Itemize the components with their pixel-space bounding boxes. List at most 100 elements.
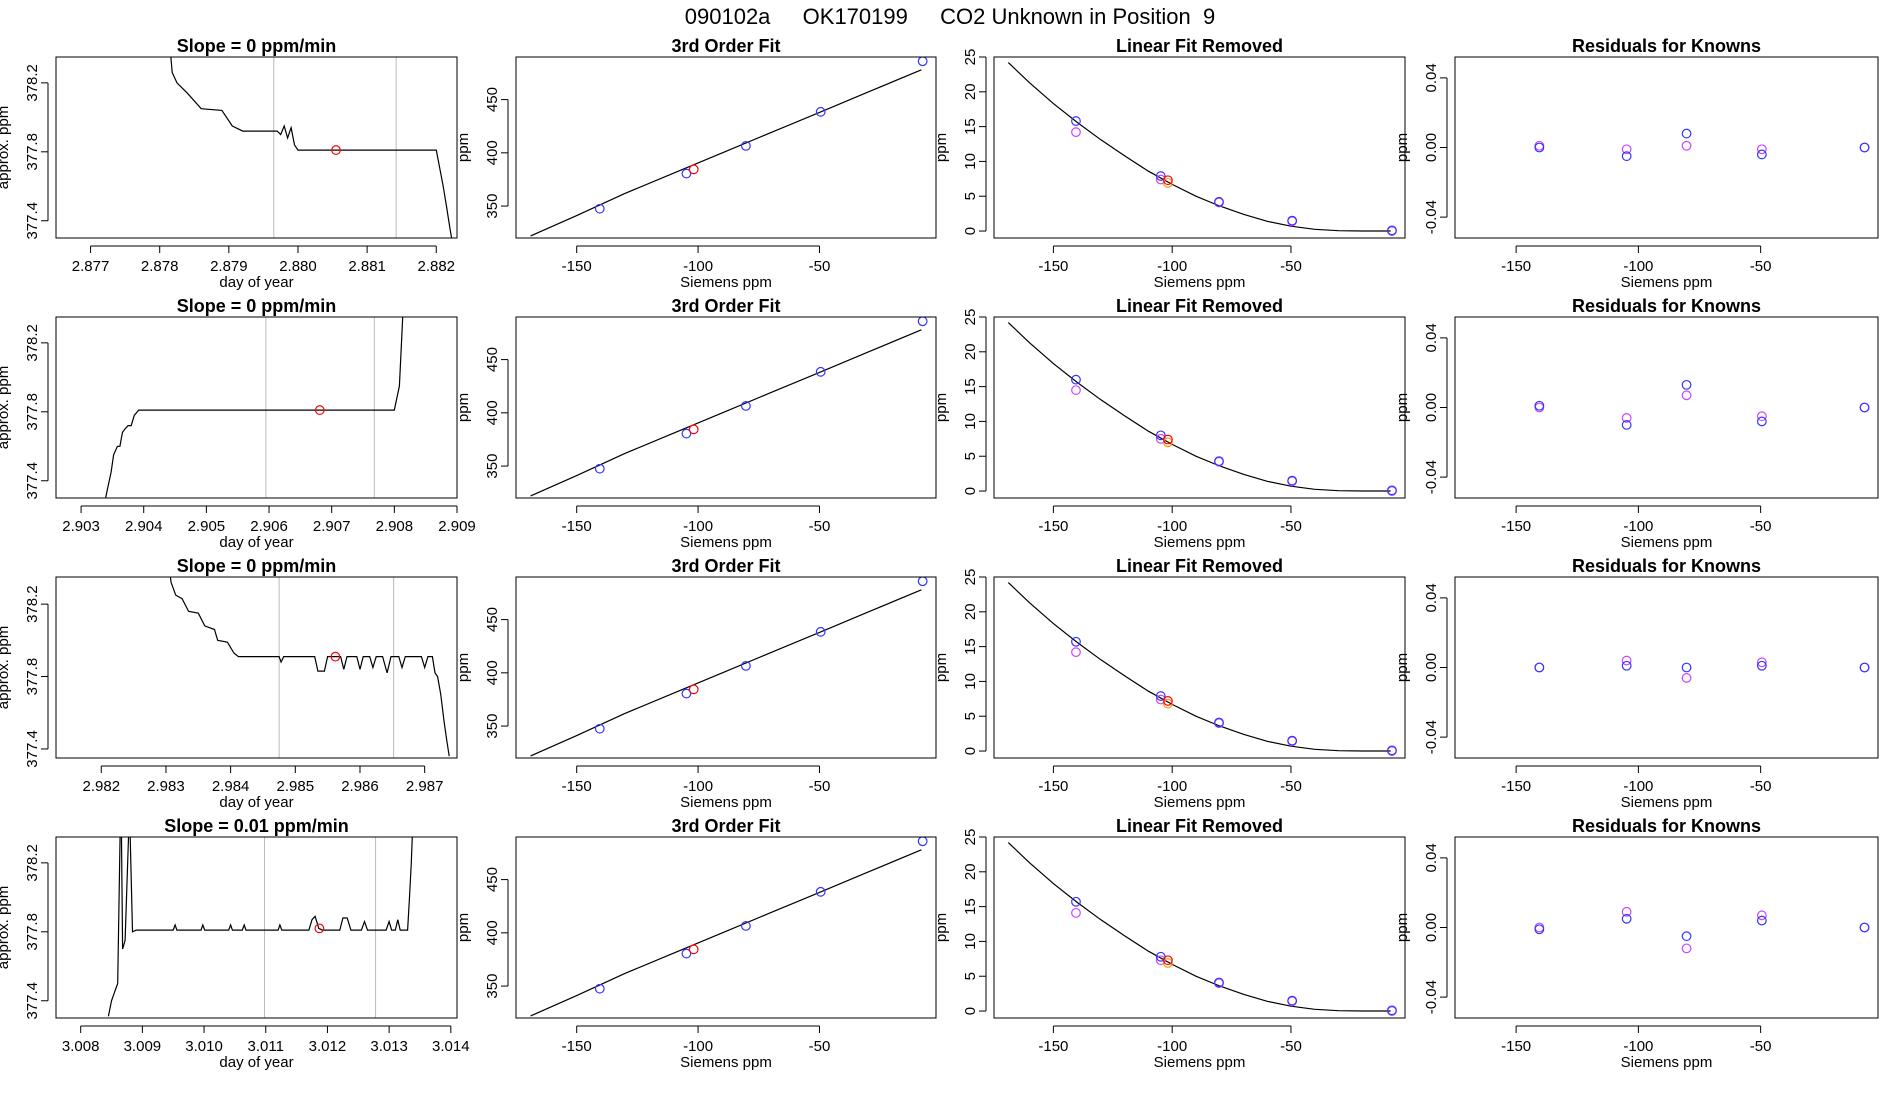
y-axis-label: approx. ppm	[0, 366, 12, 449]
standard-point	[1681, 128, 1692, 139]
panel-slope-row-4: Slope = 0.01 ppm/min 3.008 3.009 3.010 3.011…	[0, 816, 470, 1071]
panel-frame	[1454, 576, 1879, 759]
y-tick-label: -0.04	[1423, 460, 1440, 494]
panel-data	[104, 317, 404, 498]
standard-point	[1155, 691, 1166, 701]
panel-linear-row-3: Linear Fit Removed -150 -100 -50 Siemens ppm…	[933, 556, 1406, 811]
x-tick-label: 2.882	[417, 258, 455, 275]
y-tick-label: -0.04	[1423, 720, 1440, 754]
x-tick-label: -50	[1750, 1038, 1772, 1055]
y-tick-label: 377.8	[24, 393, 41, 431]
secondary-point	[1071, 907, 1081, 918]
panel-fit-row-1: 3rd Order Fit -150 -100 -50 Siemens ppm 350 40…	[455, 36, 937, 291]
standard-point	[594, 203, 605, 214]
unknown-point	[1163, 434, 1173, 445]
standard-point	[917, 317, 928, 327]
panel-residuals-row-1: Residuals for Knowns -150 -100 -50 Siemens p…	[1394, 36, 1879, 291]
standard-point	[741, 401, 751, 411]
y-tick-label: 0	[962, 1007, 979, 1015]
x-tick-label: -150	[1501, 518, 1531, 535]
x-tick-label: -150	[1501, 258, 1531, 275]
x-axis-label: Siemens ppm	[680, 274, 772, 291]
panel-frame	[515, 836, 937, 1019]
panel-frame	[1454, 56, 1879, 239]
panel-title: Linear Fit Removed	[1116, 556, 1283, 576]
y-tick-label: 400	[484, 140, 501, 165]
y-axis-label: ppm	[1394, 133, 1411, 162]
panel-data	[1534, 128, 1870, 162]
panel-data	[1534, 655, 1870, 683]
y-tick-label: 5	[962, 452, 979, 460]
secondary-point	[1681, 943, 1692, 954]
panel-data	[1007, 62, 1397, 236]
y-axis-label: approx. ppm	[0, 626, 12, 709]
y-tick-label: 350	[484, 714, 501, 739]
y-tick-label: 0	[962, 227, 979, 235]
panel-data	[530, 837, 928, 1017]
fit-curve	[1007, 62, 1391, 232]
x-axis-label: Siemens ppm	[1621, 274, 1713, 291]
y-tick-label: 0.00	[1423, 913, 1440, 942]
standard-point	[917, 837, 928, 847]
panel-data	[530, 57, 928, 237]
x-tick-label: 2.983	[147, 778, 185, 795]
y-tick-label: 10	[962, 153, 979, 170]
y-tick-label: 25	[962, 49, 979, 66]
y-tick-label: 450	[484, 607, 501, 632]
secondary-point	[1621, 413, 1632, 423]
fit-curve	[530, 69, 922, 237]
secondary-point	[1621, 906, 1632, 917]
y-tick-label: 378.2	[24, 324, 41, 362]
standard-point	[1387, 745, 1397, 756]
y-tick-label: 0.00	[1423, 393, 1440, 422]
standard-point	[1621, 913, 1632, 924]
standard-point	[1287, 215, 1298, 226]
x-tick-label: 2.905	[188, 518, 226, 535]
x-tick-label: -50	[1280, 778, 1302, 795]
y-tick-label: 10	[962, 933, 979, 950]
standard-point	[1287, 995, 1298, 1006]
panel-title: 3rd Order Fit	[671, 816, 780, 836]
y-axis-label: approx. ppm	[0, 886, 12, 969]
standard-point	[1756, 416, 1767, 427]
standard-point	[1387, 485, 1397, 496]
x-axis-label: Siemens ppm	[680, 794, 772, 811]
y-tick-label: 0.04	[1423, 843, 1440, 872]
panel-title: Slope = 0 ppm/min	[177, 296, 337, 316]
secondary-point	[1621, 655, 1632, 666]
x-tick-label: 2.909	[438, 518, 476, 535]
x-tick-label: -50	[1750, 518, 1772, 535]
unknown-point	[1163, 178, 1173, 188]
x-tick-label: -50	[1280, 258, 1302, 275]
x-tick-label: 3.011	[248, 1038, 284, 1055]
standard-point	[1756, 915, 1767, 926]
x-tick-label: -100	[683, 518, 713, 535]
panel-data	[170, 57, 453, 238]
x-tick-label: 3.012	[309, 1038, 347, 1055]
x-tick-label: 2.877	[72, 258, 110, 275]
y-tick-label: -0.04	[1423, 200, 1440, 234]
x-tick-label: -100	[1157, 1038, 1187, 1055]
x-tick-label: -50	[809, 1038, 831, 1055]
standard-point	[1621, 660, 1632, 671]
standard-point	[681, 688, 692, 699]
x-tick-label: -50	[809, 258, 831, 275]
panel-frame	[1454, 836, 1879, 1019]
y-tick-label: 450	[484, 87, 501, 112]
panel-data	[169, 577, 450, 757]
x-tick-label: 2.986	[341, 778, 379, 795]
standard-point	[1071, 636, 1081, 647]
y-tick-label: 0	[962, 487, 979, 495]
standard-point	[1534, 400, 1545, 411]
standard-point	[917, 57, 928, 67]
y-axis-label: ppm	[1394, 393, 1411, 422]
secondary-point	[1071, 385, 1081, 395]
y-tick-label: 377.4	[24, 982, 41, 1020]
y-axis-label: approx. ppm	[0, 106, 12, 189]
y-tick-label: 15	[962, 378, 979, 395]
x-tick-label: 3.014	[432, 1038, 470, 1055]
x-tick-label: -100	[1157, 778, 1187, 795]
panel-title: Residuals for Knowns	[1572, 556, 1761, 576]
panel-frame	[993, 576, 1406, 759]
x-axis-label: day of year	[219, 534, 293, 551]
